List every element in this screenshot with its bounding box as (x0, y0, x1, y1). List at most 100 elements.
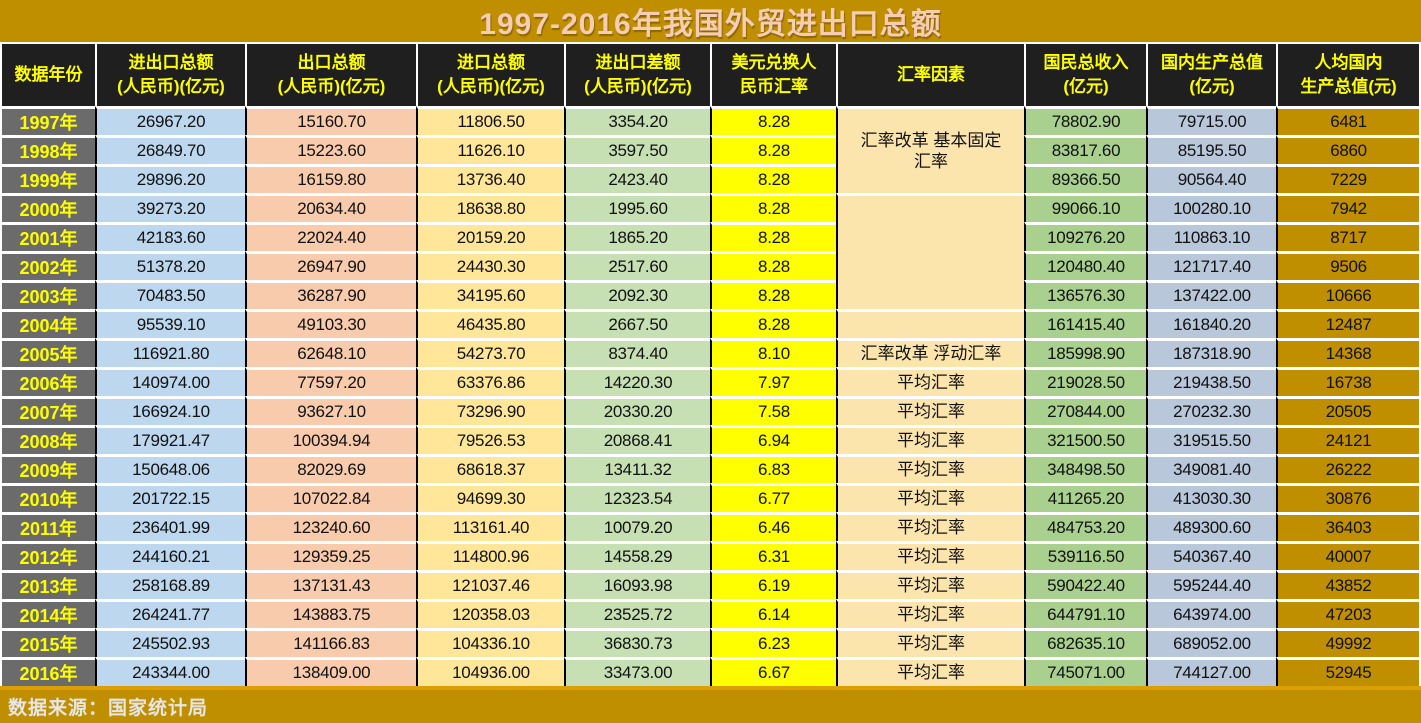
cell-factor: 平均汇率 (836, 570, 1024, 599)
table-row: 2010年 201722.15 107022.84 94699.30 12323.54 6… (0, 483, 1421, 512)
table-row: 2012年 244160.21 129359.25 114800.96 14558.29… (0, 541, 1421, 570)
cell-import: 63376.86 (416, 367, 564, 396)
cell-export: 77597.20 (245, 367, 416, 396)
cell-export: 143883.75 (245, 599, 416, 628)
cell-gni: 348498.50 (1024, 454, 1146, 483)
col-header-gdp: 国内生产总值 (亿元) (1146, 42, 1276, 106)
cell-gni: 136576.30 (1024, 280, 1146, 309)
cell-gdp: 595244.40 (1146, 570, 1276, 599)
cell-year: 2007年 (0, 396, 95, 425)
cell-year: 2010年 (0, 483, 95, 512)
cell-gni: 745071.00 (1024, 657, 1146, 686)
cell-gdp: 744127.00 (1146, 657, 1276, 686)
cell-export: 82029.69 (245, 454, 416, 483)
cell-export: 93627.10 (245, 396, 416, 425)
cell-gni: 219028.50 (1024, 367, 1146, 396)
cell-total: 140974.00 (95, 367, 245, 396)
cell-year: 1999年 (0, 164, 95, 193)
cell-year: 2009年 (0, 454, 95, 483)
col-header-export: 出口总额 (人民币)(亿元) (245, 42, 416, 106)
cell-gdp: 219438.50 (1146, 367, 1276, 396)
cell-rate: 6.67 (710, 657, 836, 686)
cell-percap: 10666 (1276, 280, 1421, 309)
cell-total: 179921.47 (95, 425, 245, 454)
col-header-import: 进口总额 (人民币)(亿元) (416, 42, 564, 106)
cell-import: 113161.40 (416, 512, 564, 541)
cell-year: 2001年 (0, 222, 95, 251)
cell-export: 107022.84 (245, 483, 416, 512)
cell-rate: 6.31 (710, 541, 836, 570)
cell-total: 26849.70 (95, 135, 245, 164)
cell-export: 129359.25 (245, 541, 416, 570)
cell-export: 15223.60 (245, 135, 416, 164)
table-row: 1999年 29896.20 16159.80 13736.40 2423.40 8.28… (0, 164, 1421, 193)
cell-rate: 7.58 (710, 396, 836, 425)
cell-percap: 30876 (1276, 483, 1421, 512)
cell-year: 2014年 (0, 599, 95, 628)
trade-data-table: 数据年份 进出口总额 (人民币)(亿元) 出口总额 (人民币)(亿元) 进口总额 (人… (0, 42, 1421, 686)
table-row: 2016年 243344.00 138409.00 104936.00 33473.00… (0, 657, 1421, 686)
col-header-balance: 进出口差额 (人民币)(亿元) (564, 42, 710, 106)
cell-percap: 36403 (1276, 512, 1421, 541)
cell-total: 150648.06 (95, 454, 245, 483)
cell-export: 49103.30 (245, 309, 416, 338)
cell-year: 1998年 (0, 135, 95, 164)
cell-percap: 49992 (1276, 628, 1421, 657)
cell-factor: 平均汇率 (836, 396, 1024, 425)
cell-import: 11806.50 (416, 106, 564, 135)
cell-import: 68618.37 (416, 454, 564, 483)
cell-total: 29896.20 (95, 164, 245, 193)
cell-factor (836, 309, 1024, 338)
cell-factor: 平均汇率 (836, 367, 1024, 396)
table-row: 2014年 264241.77 143883.75 120358.03 23525.72… (0, 599, 1421, 628)
cell-export: 123240.60 (245, 512, 416, 541)
table-row: 1998年 26849.70 15223.60 11626.10 3597.50 8.28… (0, 135, 1421, 164)
cell-export: 20634.40 (245, 193, 416, 222)
cell-percap: 52945 (1276, 657, 1421, 686)
cell-percap: 7942 (1276, 193, 1421, 222)
cell-year: 2012年 (0, 541, 95, 570)
cell-gni: 644791.10 (1024, 599, 1146, 628)
cell-rate: 6.19 (710, 570, 836, 599)
cell-total: 95539.10 (95, 309, 245, 338)
cell-factor: 平均汇率 (836, 541, 1024, 570)
cell-gni: 484753.20 (1024, 512, 1146, 541)
cell-rate: 6.23 (710, 628, 836, 657)
cell-import: 11626.10 (416, 135, 564, 164)
cell-factor: 平均汇率 (836, 657, 1024, 686)
cell-gdp: 137422.00 (1146, 280, 1276, 309)
cell-balance: 3354.20 (564, 106, 710, 135)
col-header-rate: 美元兑换人 民币汇率 (710, 42, 836, 106)
cell-balance: 13411.32 (564, 454, 710, 483)
table-row: 1997年 26967.20 15160.70 11806.50 3354.20 8.28… (0, 106, 1421, 193)
cell-export: 141166.83 (245, 628, 416, 657)
cell-total: 236401.99 (95, 512, 245, 541)
cell-factor: 平均汇率 (836, 512, 1024, 541)
cell-gni: 411265.20 (1024, 483, 1146, 512)
cell-total: 26967.20 (95, 106, 245, 135)
cell-rate: 8.28 (710, 251, 836, 280)
cell-factor: 汇率改革 基本固定 汇率 (836, 106, 1024, 193)
cell-rate: 8.28 (710, 106, 836, 135)
col-header-year: 数据年份 (0, 42, 95, 106)
header-row: 数据年份 进出口总额 (人民币)(亿元) 出口总额 (人民币)(亿元) 进口总额 (人… (0, 42, 1421, 106)
cell-total: 42183.60 (95, 222, 245, 251)
cell-percap: 6481 (1276, 106, 1421, 135)
cell-export: 16159.80 (245, 164, 416, 193)
col-header-total: 进出口总额 (人民币)(亿元) (95, 42, 245, 106)
cell-balance: 33473.00 (564, 657, 710, 686)
cell-gni: 99066.10 (1024, 193, 1146, 222)
cell-rate: 6.46 (710, 512, 836, 541)
cell-rate: 7.97 (710, 367, 836, 396)
cell-import: 13736.40 (416, 164, 564, 193)
table-row: 2000年 39273.20 20634.40 18638.80 1995.60 8.28… (0, 193, 1421, 309)
cell-percap: 6860 (1276, 135, 1421, 164)
table-row: 2011年 236401.99 123240.60 113161.40 10079.20… (0, 512, 1421, 541)
cell-gni: 539116.50 (1024, 541, 1146, 570)
cell-year: 2003年 (0, 280, 95, 309)
cell-gdp: 643974.00 (1146, 599, 1276, 628)
cell-factor: 平均汇率 (836, 599, 1024, 628)
cell-balance: 2517.60 (564, 251, 710, 280)
cell-total: 244160.21 (95, 541, 245, 570)
cell-total: 264241.77 (95, 599, 245, 628)
